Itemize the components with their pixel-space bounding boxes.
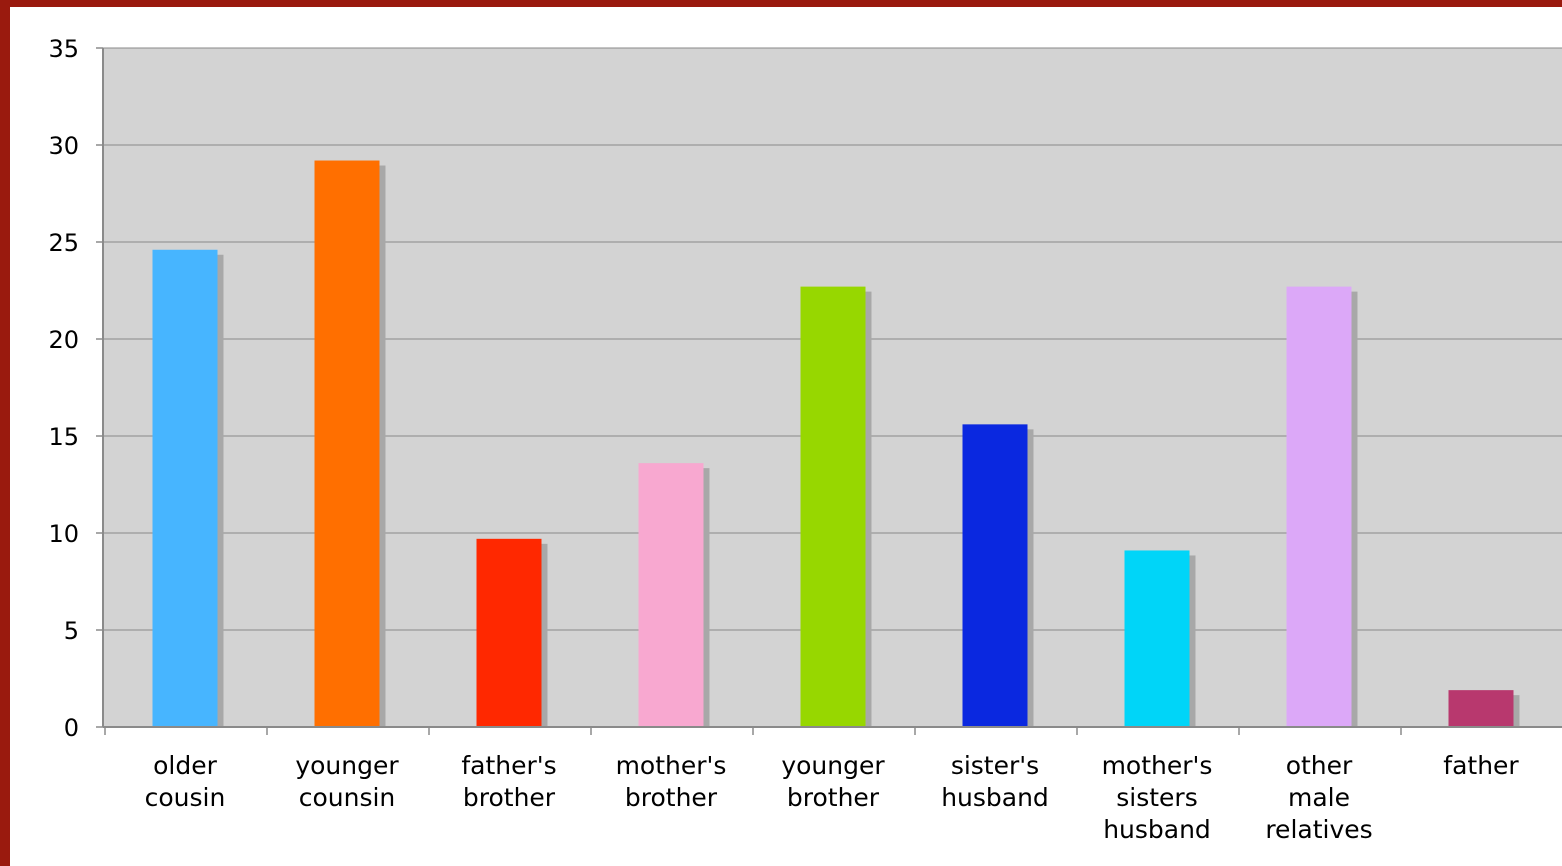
category-labels: older cousin younger counsin father's brother… <box>145 751 1520 844</box>
bar <box>476 538 542 727</box>
y-tick-label: 15 <box>48 423 79 451</box>
y-tick-label: 0 <box>64 714 79 742</box>
frame-border-top <box>0 0 1562 7</box>
bar <box>1124 550 1190 727</box>
x-category-label: sister's husband <box>941 751 1049 812</box>
y-tick-label: 20 <box>48 326 79 354</box>
bar <box>1286 286 1352 727</box>
x-category-label: older cousin <box>145 751 226 812</box>
y-tick-label: 35 <box>48 35 79 63</box>
bar <box>152 249 218 727</box>
y-axis-ticks: 0 5 10 15 20 25 30 35 <box>48 35 103 742</box>
y-tick-label: 5 <box>64 617 79 645</box>
y-tick-label: 30 <box>48 132 79 160</box>
x-category-label: younger counsin <box>295 751 399 812</box>
axes <box>102 48 1562 728</box>
x-category-label: other male relatives <box>1265 751 1372 844</box>
x-category-label: father <box>1443 751 1519 780</box>
x-axis-ticks <box>104 727 1402 735</box>
x-category-label: younger brother <box>781 751 885 812</box>
y-tick-label: 25 <box>48 229 79 257</box>
bar <box>1448 690 1514 727</box>
bars <box>152 160 1514 727</box>
bar <box>638 463 704 727</box>
frame-border-left <box>0 0 10 866</box>
y-tick-label: 10 <box>48 520 79 548</box>
x-category-label: mother's brother <box>616 751 727 812</box>
bar <box>314 160 380 727</box>
x-category-label: father's brother <box>461 751 556 812</box>
bar <box>800 286 866 727</box>
x-category-label: mother's sisters husband <box>1102 751 1213 844</box>
bar <box>962 424 1028 727</box>
